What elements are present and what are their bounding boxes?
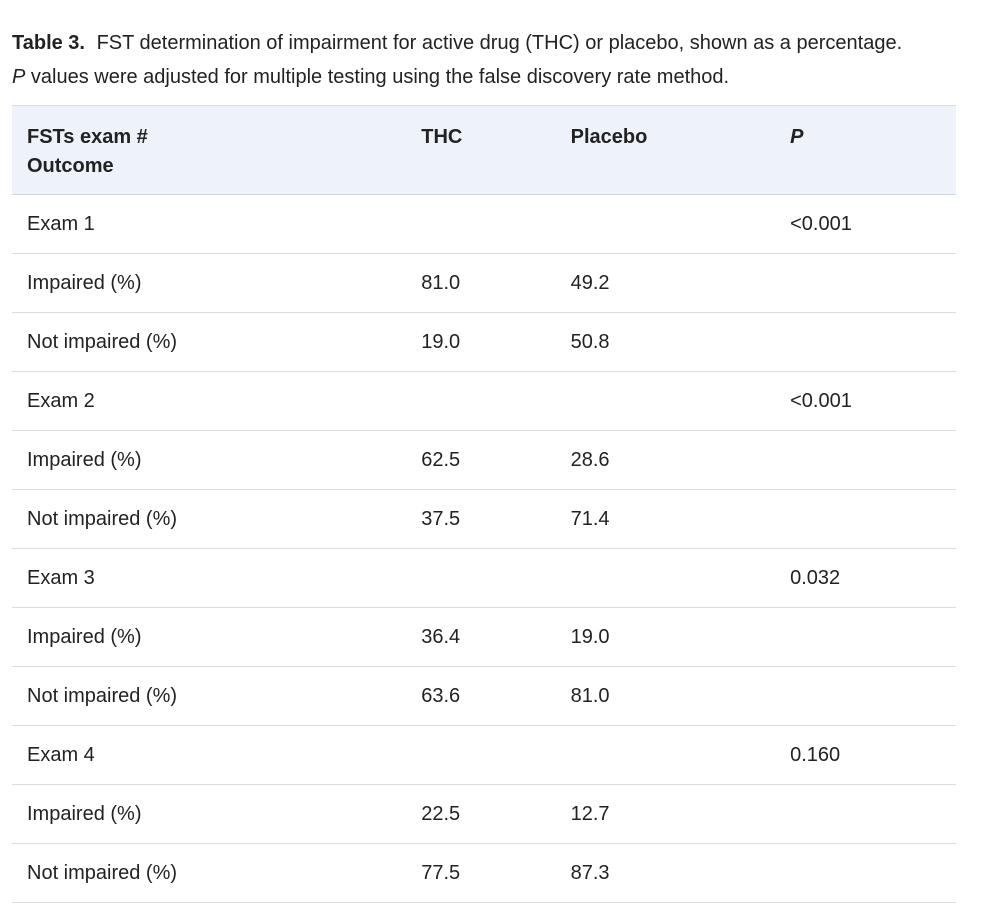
cell-thc [406, 371, 556, 431]
table-row: Impaired (%) 36.4 19.0 [12, 607, 956, 667]
cell-outcome: Not impaired (%) [12, 843, 407, 903]
cell-placebo: 12.7 [555, 784, 776, 844]
table-row: Not impaired (%) 19.0 50.8 [12, 312, 956, 372]
cell-p [775, 784, 956, 844]
cell-thc [406, 548, 556, 608]
header-thc: THC [406, 105, 556, 195]
cell-thc [406, 725, 556, 785]
cell-p [775, 489, 956, 549]
cell-p [775, 607, 956, 667]
cell-placebo [555, 548, 776, 608]
header-outcome: FSTs exam # Outcome [12, 105, 407, 195]
cell-outcome: Not impaired (%) [12, 312, 407, 372]
caption-note-p: P [12, 66, 26, 88]
cell-thc [406, 194, 556, 254]
cell-outcome: Impaired (%) [12, 253, 407, 313]
cell-p: <0.001 [775, 371, 956, 431]
table-row: Not impaired (%) 77.5 87.3 [12, 843, 956, 903]
header-outcome-line2: Outcome [27, 155, 114, 177]
cell-p [775, 430, 956, 490]
cell-outcome: Exam 2 [12, 371, 407, 431]
cell-outcome: Exam 3 [12, 548, 407, 608]
table-row: Impaired (%) 22.5 12.7 [12, 784, 956, 844]
caption-note: values were adjusted for multiple testin… [25, 66, 730, 88]
cell-p [775, 312, 956, 372]
table-row: Exam 2 <0.001 [12, 371, 956, 431]
cell-outcome: Impaired (%) [12, 430, 407, 490]
cell-p: 0.032 [775, 548, 956, 608]
cell-placebo [555, 725, 776, 785]
header-outcome-line1: FSTs exam # [27, 126, 148, 148]
cell-thc: 37.5 [406, 489, 556, 549]
table-row: Exam 1 <0.001 [12, 194, 956, 254]
cell-thc: 19.0 [406, 312, 556, 372]
data-table: FSTs exam # Outcome THC Placebo P Exam 1… [12, 105, 956, 903]
table-row: Not impaired (%) 63.6 81.0 [12, 666, 956, 726]
cell-placebo: 28.6 [555, 430, 776, 490]
cell-outcome: Exam 4 [12, 725, 407, 785]
table-label: Table 3. [12, 32, 85, 54]
cell-placebo: 50.8 [555, 312, 776, 372]
cell-thc: 22.5 [406, 784, 556, 844]
cell-placebo: 81.0 [555, 666, 776, 726]
header-p: P [775, 105, 956, 195]
cell-placebo [555, 371, 776, 431]
cell-p: <0.001 [775, 194, 956, 254]
table-row: Impaired (%) 81.0 49.2 [12, 253, 956, 313]
cell-placebo: 71.4 [555, 489, 776, 549]
cell-p [775, 666, 956, 726]
cell-thc: 63.6 [406, 666, 556, 726]
cell-placebo: 19.0 [555, 607, 776, 667]
cell-placebo: 49.2 [555, 253, 776, 313]
table-row: Impaired (%) 62.5 28.6 [12, 430, 956, 490]
caption-text: FST determination of impairment for acti… [96, 32, 903, 54]
table-caption: Table 3. FST determination of impairment… [12, 26, 972, 94]
cell-outcome: Impaired (%) [12, 784, 407, 844]
cell-thc: 62.5 [406, 430, 556, 490]
cell-p [775, 253, 956, 313]
table-row: Exam 3 0.032 [12, 548, 956, 608]
cell-placebo: 87.3 [555, 843, 776, 903]
cell-outcome: Impaired (%) [12, 607, 407, 667]
table-row: Not impaired (%) 37.5 71.4 [12, 489, 956, 549]
header-placebo: Placebo [555, 105, 776, 195]
cell-placebo [555, 194, 776, 254]
cell-thc: 77.5 [406, 843, 556, 903]
table-body: Exam 1 <0.001 Impaired (%) 81.0 49.2 Not impa… [12, 194, 956, 903]
header-row: FSTs exam # Outcome THC Placebo P [12, 105, 956, 195]
cell-outcome: Exam 1 [12, 194, 407, 254]
cell-outcome: Not impaired (%) [12, 666, 407, 726]
cell-p [775, 843, 956, 903]
table-header: FSTs exam # Outcome THC Placebo P [12, 105, 956, 195]
cell-thc: 81.0 [406, 253, 556, 313]
table-row: Exam 4 0.160 [12, 725, 956, 785]
cell-p: 0.160 [775, 725, 956, 785]
cell-thc: 36.4 [406, 607, 556, 667]
cell-outcome: Not impaired (%) [12, 489, 407, 549]
